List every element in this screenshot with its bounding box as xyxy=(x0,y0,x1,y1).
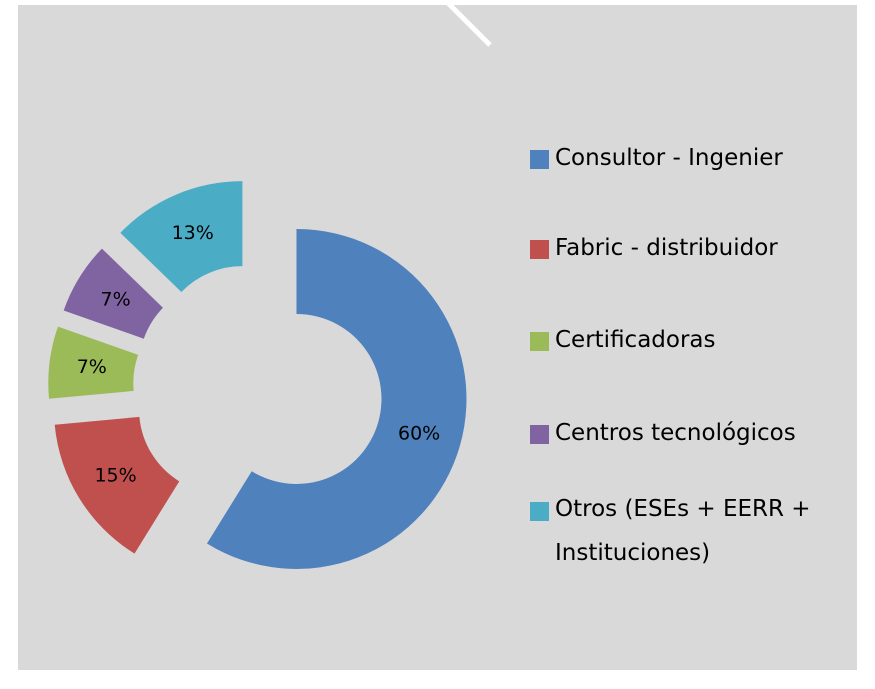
donut-slice xyxy=(206,228,467,569)
donut-slice xyxy=(63,248,163,339)
legend-swatch xyxy=(530,240,549,259)
legend-swatch xyxy=(530,150,549,169)
donut-slice xyxy=(48,326,139,399)
data-label: 7% xyxy=(77,356,107,378)
legend-item: Consultor - Ingenier xyxy=(530,145,783,171)
legend-label: Fabric - distribuidor xyxy=(555,235,778,261)
legend-swatch xyxy=(530,425,549,444)
data-label: 13% xyxy=(172,222,214,244)
legend-item: Centros tecnológicos xyxy=(530,420,796,446)
legend-item: Otros (ESEs + EERR + Instituciones) xyxy=(530,496,830,575)
decoration-line xyxy=(443,0,492,47)
legend-swatch xyxy=(530,502,549,521)
legend-label: Certificadoras xyxy=(555,327,716,353)
legend-item: Certificadoras xyxy=(530,327,716,353)
donut-slice xyxy=(120,181,243,292)
data-label: 60% xyxy=(398,422,440,444)
donut-slice xyxy=(54,416,180,554)
legend-label: Centros tecnológicos xyxy=(555,420,796,446)
data-label: 7% xyxy=(101,288,131,310)
legend-label: Otros (ESEs + EERR + Instituciones) xyxy=(555,496,811,566)
legend-item: Fabric - distribuidor xyxy=(530,235,778,261)
data-label: 15% xyxy=(94,465,136,487)
legend-swatch xyxy=(530,332,549,351)
legend-label: Consultor - Ingenier xyxy=(555,145,783,171)
